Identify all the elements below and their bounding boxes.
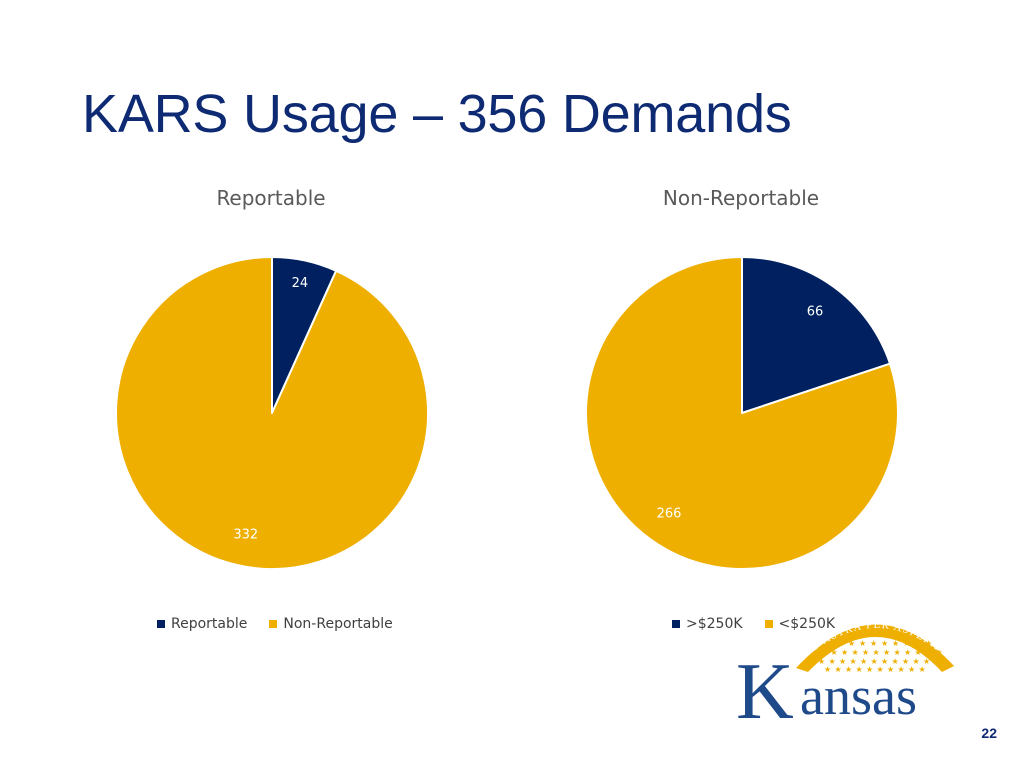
star-icon: ★ [870, 639, 877, 648]
star-icon: ★ [845, 665, 852, 674]
legend-non-reportable: >$250K <$250K [672, 616, 835, 632]
star-icon: ★ [894, 648, 901, 657]
star-icon: ★ [850, 657, 857, 666]
pie-chart-non-reportable: 66 266 [585, 256, 899, 570]
legend-swatch [157, 620, 165, 628]
pie-slice-non-reportable [115, 256, 429, 570]
star-icon: ★ [831, 648, 838, 657]
star-icon: ★ [839, 657, 846, 666]
star-icon: ★ [908, 665, 915, 674]
star-icon: ★ [848, 639, 855, 648]
star-icon: ★ [883, 648, 890, 657]
star-icon: ★ [871, 657, 878, 666]
legend-swatch [764, 620, 773, 628]
star-icon: ★ [829, 657, 836, 666]
star-icon: ★ [860, 657, 867, 666]
pie-slice-250k [585, 256, 899, 570]
star-icon: ★ [859, 639, 866, 648]
legend-item: <$250K [764, 616, 836, 632]
star-icon: ★ [852, 648, 859, 657]
star-icon: ★ [877, 665, 884, 674]
star-icon: ★ [892, 639, 899, 648]
star-icon: ★ [820, 648, 827, 657]
legend-item: >$250K [672, 616, 743, 632]
star-icon: ★ [866, 665, 873, 674]
star-icon: ★ [902, 657, 909, 666]
legend-swatch [672, 620, 680, 628]
star-icon: ★ [881, 657, 888, 666]
star-icon: ★ [837, 639, 844, 648]
chart-title-non-reportable: Non-Reportable [662, 186, 820, 210]
legend-label: <$250K [778, 616, 836, 632]
data-label: 24 [292, 276, 309, 291]
star-icon: ★ [934, 657, 941, 666]
pie-slice-250k [741, 256, 891, 414]
star-icon: ★ [923, 657, 930, 666]
legend-label: Reportable [171, 616, 248, 632]
star-icon: ★ [856, 665, 863, 674]
kansas-wordmark-k: K [736, 648, 794, 725]
data-label: 66 [807, 304, 824, 319]
star-icon: ★ [873, 648, 880, 657]
star-icon: ★ [904, 648, 911, 657]
legend-label: >$250K [686, 616, 743, 632]
chart-title-reportable: Reportable [216, 186, 326, 210]
star-icon: ★ [898, 665, 905, 674]
legend-reportable: Reportable Non-Reportable [157, 616, 393, 632]
star-field: ★ ★ ★ ★ ★ ★ ★ ★ ★ ★★ ★ ★ ★ ★ ★ ★ ★ ★ ★ ★ ★★ ★ ★ ★ ★ ★ ★ ★ ★ ★ ★ ★★ ★ ★ ★ ★ ★… [818, 639, 943, 674]
star-icon: ★ [862, 648, 869, 657]
star-icon: ★ [925, 639, 932, 648]
legend-item: Reportable [157, 616, 247, 632]
star-icon: ★ [892, 657, 899, 666]
star-icon: ★ [887, 665, 894, 674]
page-number: 22 [981, 725, 997, 741]
kansas-wordmark-rest: ansas [800, 666, 917, 725]
kansas-logo: AD ASTRA PER ASPERA ★ ★ ★ ★ ★ ★ ★ ★ ★ ★★ ★ ★ ★ ★ ★ ★ ★ ★ ★… [736, 619, 954, 725]
data-label: 332 [233, 528, 258, 543]
star-icon: ★ [919, 665, 926, 674]
legend-label: Non-Reportable [283, 616, 393, 632]
star-icon: ★ [936, 648, 943, 657]
star-icon: ★ [841, 648, 848, 657]
star-icon: ★ [903, 639, 910, 648]
legend-swatch [269, 620, 278, 628]
slide-title: KARS Usage – 356 Demands [82, 84, 792, 144]
star-icon: ★ [835, 665, 842, 674]
star-icon: ★ [818, 657, 825, 666]
star-icon: ★ [881, 639, 888, 648]
legend-item: Non-Reportable [269, 616, 393, 632]
data-label: 266 [657, 507, 682, 522]
star-icon: ★ [826, 639, 833, 648]
star-icon: ★ [913, 657, 920, 666]
star-icon: ★ [914, 639, 921, 648]
star-icon: ★ [915, 648, 922, 657]
motto-banner [796, 624, 954, 672]
star-icon: ★ [925, 648, 932, 657]
pie-chart-reportable: 24 332 [115, 256, 429, 570]
star-icon: ★ [824, 665, 831, 674]
